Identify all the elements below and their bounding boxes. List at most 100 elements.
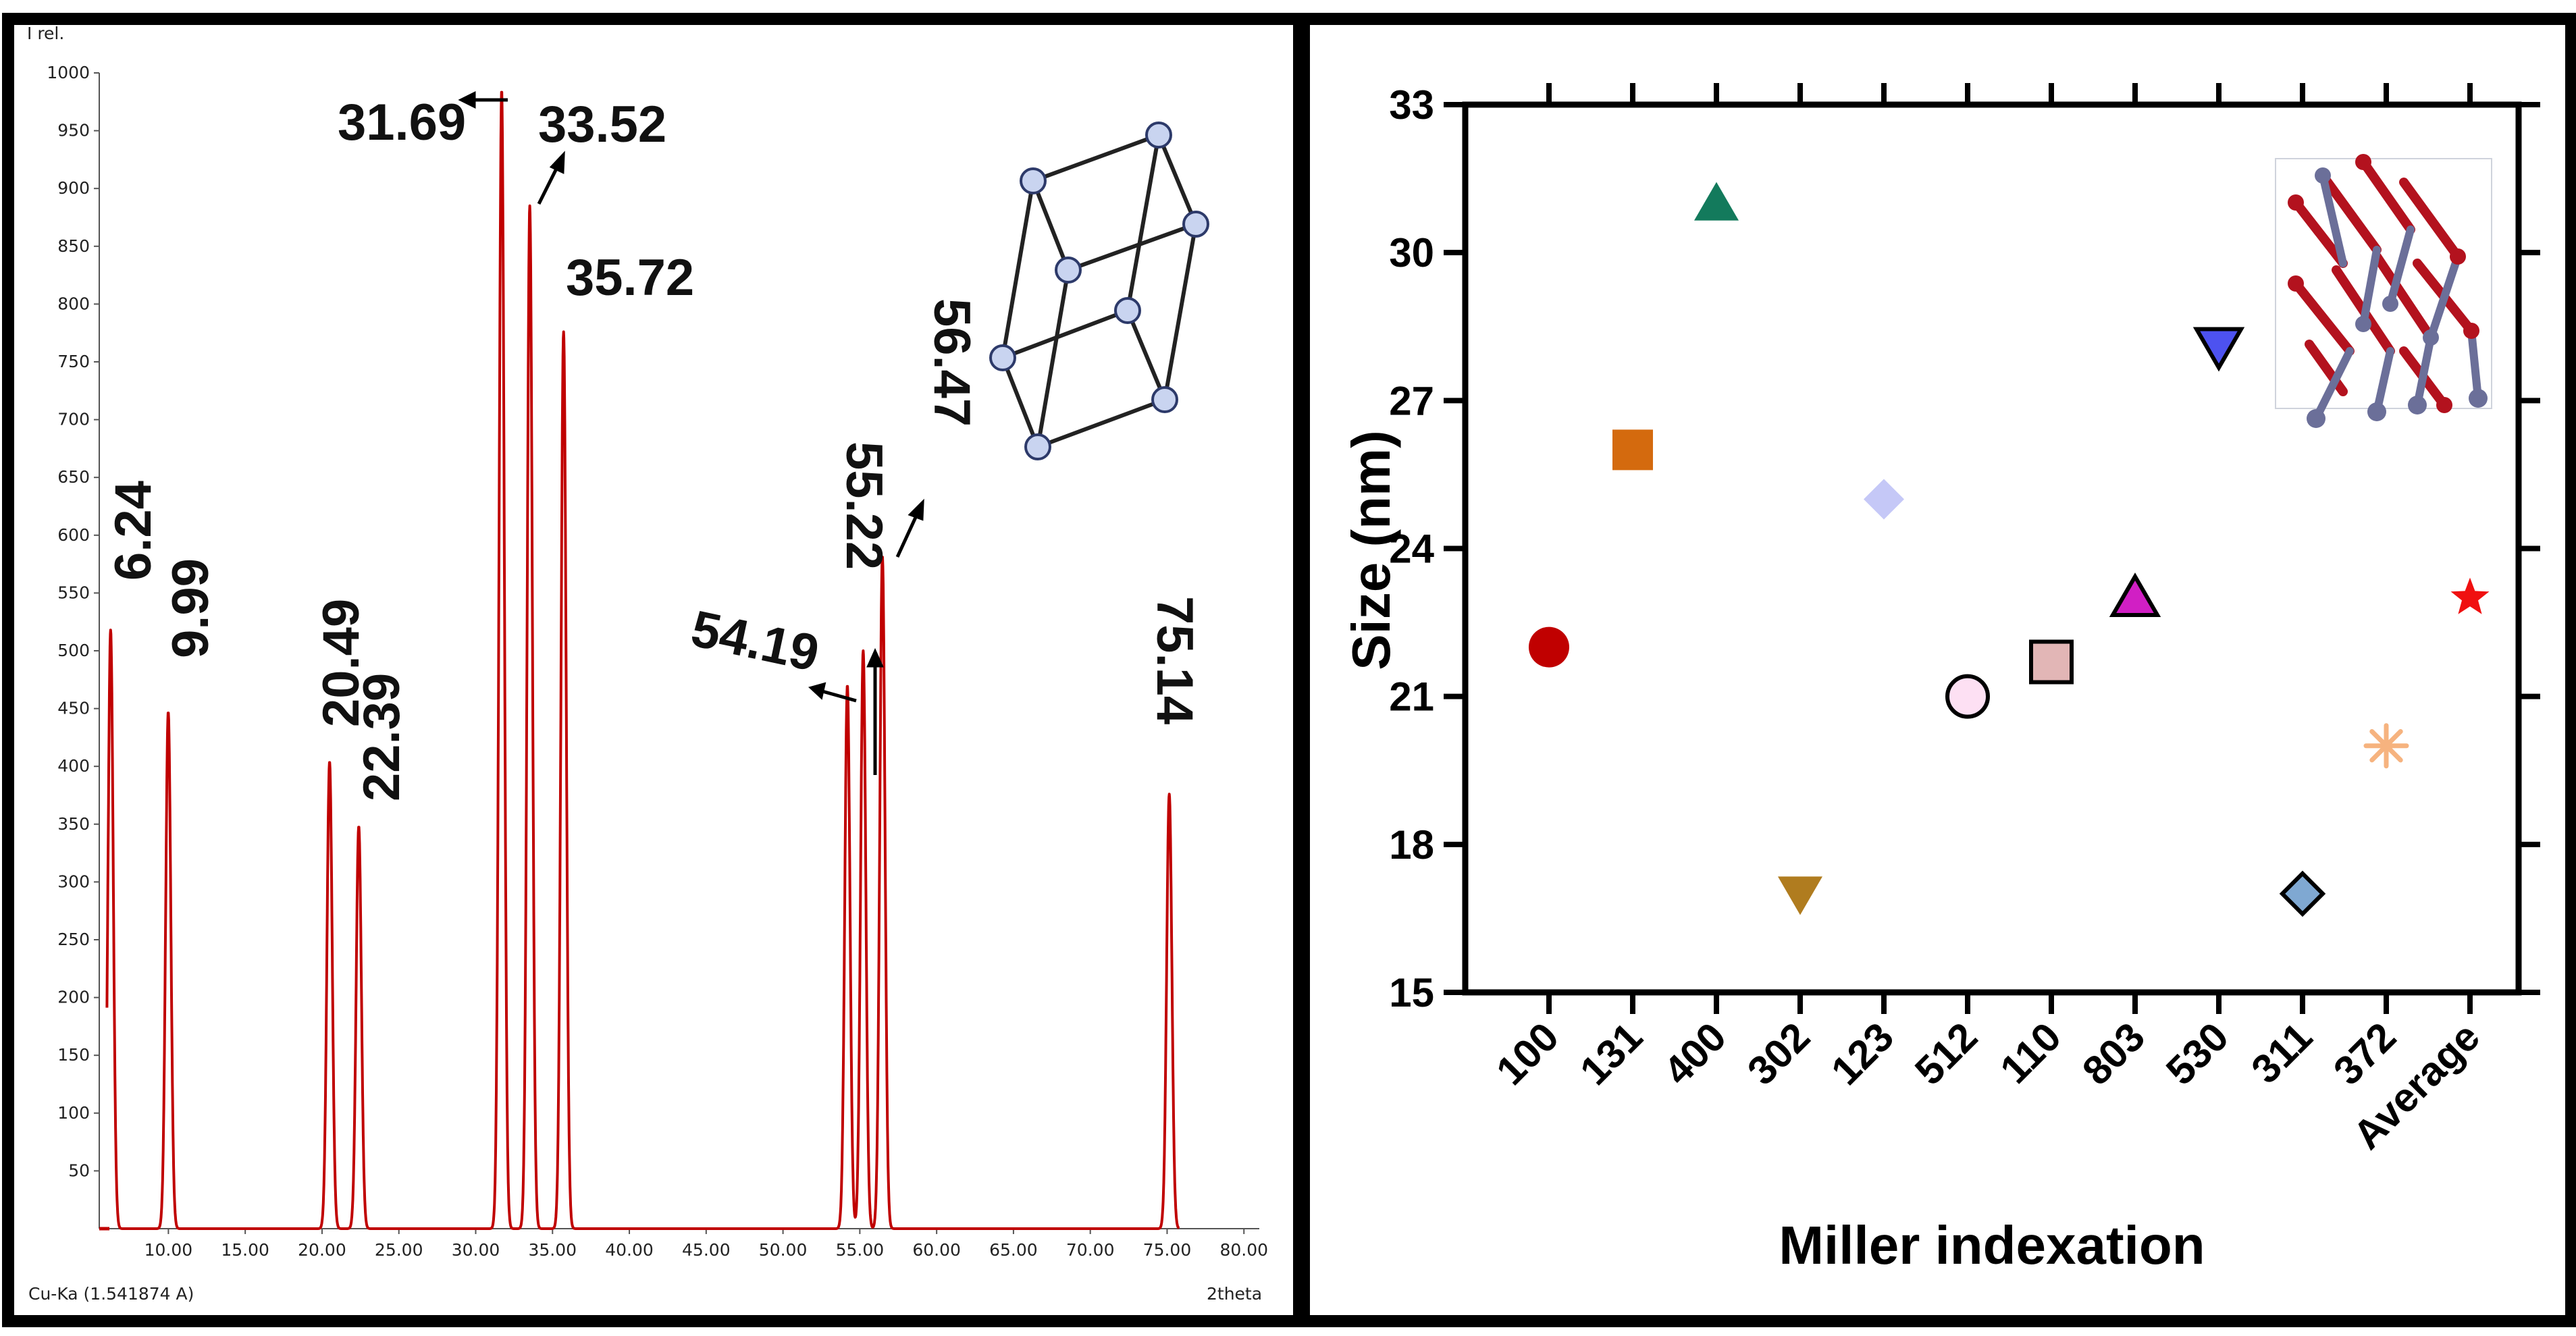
peak-label-56.47: 56.47 bbox=[923, 298, 980, 427]
y-tick-label: 30 bbox=[1389, 230, 1434, 275]
x-tick-label: 60.00 bbox=[912, 1240, 961, 1260]
x-tick-label: 302 bbox=[1739, 1014, 1818, 1094]
peak-label-55.22: 55.22 bbox=[835, 442, 893, 570]
peak-label-20.49: 20.49 bbox=[313, 599, 370, 727]
x-tick-label: 400 bbox=[1655, 1014, 1735, 1094]
point-100 bbox=[1529, 626, 1569, 668]
point-512 bbox=[1945, 674, 1990, 719]
left-panel-frame bbox=[2, 13, 1305, 1327]
xrd-panel: I rel. 50 100 150 200 250 300 350 400 450 500 550 6… bbox=[27, 24, 1268, 1304]
y-ticks: 15 18 21 24 27 30 33 bbox=[1389, 82, 2540, 1015]
x-tick-label: 40.00 bbox=[605, 1240, 654, 1260]
x-tick-label: 45.00 bbox=[682, 1240, 731, 1260]
y-tick-label: 950 bbox=[57, 121, 90, 140]
y-tick-label: 21 bbox=[1389, 674, 1434, 720]
point-400 bbox=[1694, 182, 1739, 221]
x-tick-label: 75.00 bbox=[1143, 1240, 1192, 1260]
x-tick-label: 80.00 bbox=[1219, 1240, 1268, 1260]
peak-label-22.39: 22.39 bbox=[353, 673, 411, 801]
arrow-56.47 bbox=[895, 513, 919, 558]
x-tick-label: 35.00 bbox=[528, 1240, 577, 1260]
y-tick-label: 200 bbox=[57, 988, 90, 1007]
y-tick-label: 15 bbox=[1389, 970, 1434, 1015]
y-axis-title: I rel. bbox=[27, 24, 64, 43]
point-302 bbox=[1778, 876, 1822, 915]
xrd-curve bbox=[105, 90, 1180, 1230]
x-tick-label: 131 bbox=[1571, 1014, 1651, 1094]
x-tick-label: 15.00 bbox=[221, 1240, 269, 1260]
unit-cell-icon bbox=[989, 122, 1209, 460]
x-tick-label: 100 bbox=[1488, 1014, 1567, 1094]
y-tick-label: 27 bbox=[1389, 378, 1434, 423]
point-123 bbox=[1864, 479, 1904, 520]
radiation-label: Cu-Ka (1.541874 A) bbox=[28, 1284, 194, 1304]
point-803 bbox=[2109, 572, 2161, 618]
y-tick-label: 800 bbox=[57, 294, 90, 313]
y-tick-label: 150 bbox=[57, 1045, 90, 1065]
point-311 bbox=[2279, 870, 2326, 917]
y-tick-label: 500 bbox=[57, 641, 90, 660]
arrow-33.52 bbox=[537, 165, 560, 205]
y-tick-label: 900 bbox=[57, 178, 90, 198]
plot-frame bbox=[1462, 101, 2522, 996]
y-tick-label: 350 bbox=[57, 814, 90, 834]
y-tick-label: 700 bbox=[57, 410, 90, 429]
x-tick-label: 25.00 bbox=[375, 1240, 423, 1260]
y-tick-label: 100 bbox=[57, 1103, 90, 1123]
x-tick-label: 512 bbox=[1906, 1014, 1986, 1094]
x-axis-title: Miller indexation bbox=[1779, 1215, 2205, 1275]
y-tick-label: 850 bbox=[57, 236, 90, 256]
y-tick-label: 18 bbox=[1389, 822, 1434, 867]
x-tick-label: 55.00 bbox=[836, 1240, 885, 1260]
y-tick-label: 50 bbox=[68, 1160, 90, 1180]
x-tick-label: 110 bbox=[1991, 1014, 2070, 1092]
y-axis-title: Size (nm) bbox=[1341, 430, 1401, 670]
x-tick-label: 20.00 bbox=[298, 1240, 346, 1260]
peak-label-31.69: 31.69 bbox=[338, 94, 466, 151]
data-points bbox=[1529, 182, 2490, 917]
right-panel-frame bbox=[1298, 13, 2576, 1327]
crystal-structure-icon bbox=[2275, 154, 2492, 428]
y-ticks: 50 100 150 200 250 300 350 400 450 500 550 600 650 70… bbox=[47, 63, 99, 1180]
y-tick-label: 33 bbox=[1389, 82, 1434, 128]
peak-label-35.72: 35.72 bbox=[566, 249, 694, 306]
point-530 bbox=[2192, 327, 2245, 372]
peak-label-33.52: 33.52 bbox=[538, 96, 666, 153]
x-ticks: 10.00 15.00 20.00 25.00 30.00 35.00 40.00 45.00… bbox=[144, 1229, 1268, 1260]
size-panel: 15 18 21 24 27 30 33 100 131 400 302 123 512 110 803 5… bbox=[1341, 82, 2540, 1275]
point-110 bbox=[2029, 639, 2074, 685]
arrow-54.19-head bbox=[808, 682, 826, 700]
y-tick-label: 450 bbox=[57, 699, 90, 718]
arrow-33.52-head bbox=[549, 151, 565, 174]
y-tick-label: 400 bbox=[57, 756, 90, 776]
peak-label-75.14: 75.14 bbox=[1146, 596, 1203, 724]
point-Average bbox=[2450, 577, 2490, 614]
y-tick-label: 300 bbox=[57, 872, 90, 891]
x-tick-label: 311 bbox=[2242, 1014, 2321, 1092]
x-tick-label: 30.00 bbox=[452, 1240, 500, 1260]
point-372 bbox=[2363, 723, 2409, 769]
y-tick-label: 750 bbox=[57, 352, 90, 371]
y-tick-label: 1000 bbox=[47, 63, 90, 82]
x-tick-label: 530 bbox=[2157, 1014, 2237, 1094]
x-axis-title: 2theta bbox=[1207, 1284, 1262, 1304]
x-tick-label: 123 bbox=[1822, 1014, 1902, 1094]
x-tick-label: 50.00 bbox=[759, 1240, 808, 1260]
peak-label-6.24: 6.24 bbox=[105, 481, 162, 581]
x-tick-label: 65.00 bbox=[989, 1240, 1038, 1260]
y-tick-label: 250 bbox=[57, 930, 90, 949]
arrow-55.22-head bbox=[866, 647, 884, 668]
y-tick-label: 24 bbox=[1389, 527, 1434, 572]
x-tick-label: 10.00 bbox=[144, 1240, 193, 1260]
arrow-54.19 bbox=[822, 689, 857, 703]
y-tick-label: 650 bbox=[57, 467, 90, 487]
peak-label-9.99: 9.99 bbox=[162, 558, 219, 658]
x-tick-label: 70.00 bbox=[1066, 1240, 1115, 1260]
x-tick-label: 803 bbox=[2074, 1014, 2153, 1094]
point-131 bbox=[1612, 429, 1653, 471]
y-tick-label: 600 bbox=[57, 525, 90, 545]
y-tick-label: 550 bbox=[57, 583, 90, 602]
arrow-31.69-head bbox=[458, 90, 476, 109]
peak-label-54.19: 54.19 bbox=[686, 599, 824, 683]
